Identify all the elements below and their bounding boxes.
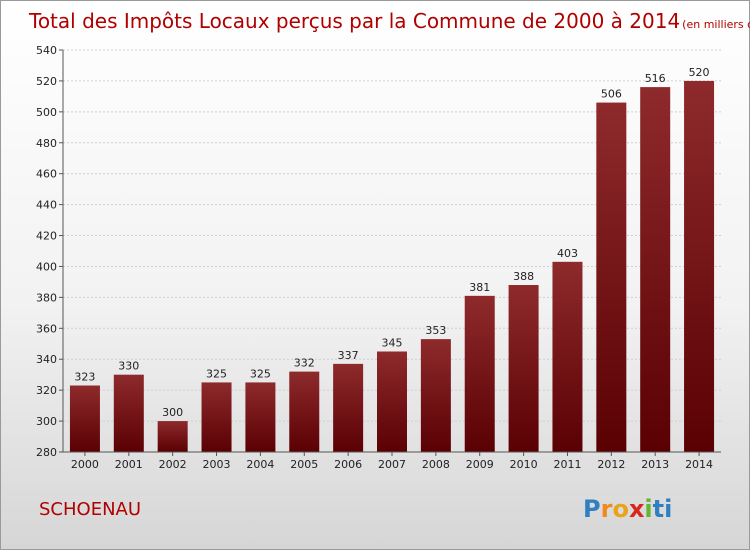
bar-value-label: 506 — [601, 88, 622, 101]
commune-name: SCHOENAU — [39, 499, 141, 520]
bar-value-label: 337 — [338, 349, 359, 362]
y-tick-label: 520 — [36, 75, 57, 88]
x-tick-label: 2007 — [378, 458, 406, 471]
x-tick-label: 2008 — [422, 458, 450, 471]
y-tick-label: 460 — [36, 168, 57, 181]
x-tick-label: 2005 — [290, 458, 318, 471]
y-tick-label: 480 — [36, 137, 57, 150]
x-tick-label: 2011 — [553, 458, 581, 471]
bar — [640, 87, 671, 452]
gridlines — [63, 49, 721, 453]
logo-letter: o — [612, 495, 629, 523]
bar-value-label: 516 — [645, 72, 666, 85]
bar-value-label: 403 — [557, 247, 578, 260]
x-tick-label: 2002 — [159, 458, 187, 471]
bar — [113, 374, 144, 452]
bar — [508, 285, 539, 452]
y-tick-label: 340 — [36, 353, 57, 366]
logo-letter: i — [664, 495, 672, 523]
x-tick-label: 2009 — [466, 458, 494, 471]
x-tick-label: 2003 — [203, 458, 231, 471]
bar-value-label: 381 — [469, 281, 490, 294]
bar — [201, 382, 232, 452]
bar-value-label: 323 — [74, 371, 95, 384]
bar-value-label: 520 — [689, 66, 710, 79]
proxiti-logo: Proxiti — [583, 495, 672, 523]
x-tick-label: 2000 — [71, 458, 99, 471]
y-tick-label: 360 — [36, 322, 57, 335]
bars: 323 330 300 325 325 332 337 345 353 381 388 403 506 5… — [69, 66, 715, 453]
x-axis: 2000 2001 2002 2003 2004 2005 2006 2007 2008 2009… — [63, 451, 721, 471]
logo-letter: x — [629, 495, 645, 523]
chart-title: Total des Impôts Locaux perçus par la Co… — [28, 9, 750, 33]
bar — [377, 351, 407, 452]
bar — [157, 421, 188, 452]
bar-value-label: 345 — [382, 337, 403, 350]
y-tick-label: 500 — [36, 106, 57, 119]
y-tick-label: 300 — [36, 415, 57, 428]
logo-letter: i — [644, 495, 652, 523]
x-tick-label: 2012 — [597, 458, 625, 471]
y-tick-label: 400 — [36, 260, 57, 273]
bar-value-label: 353 — [425, 324, 446, 337]
logo-letter: P — [583, 495, 601, 523]
y-tick-label: 320 — [36, 384, 57, 397]
x-tick-label: 2010 — [510, 458, 538, 471]
y-tick-label: 380 — [36, 291, 57, 304]
x-tick-label: 2001 — [115, 458, 143, 471]
bar — [596, 102, 627, 453]
y-axis: 280 300 320 340 360 380 400 420 440 460 480 500 520 5… — [36, 44, 64, 459]
y-tick-label: 420 — [36, 230, 57, 243]
y-tick-label: 540 — [36, 44, 57, 57]
logo-letter: t — [653, 495, 664, 523]
bar-value-label: 388 — [513, 270, 534, 283]
x-tick-label: 2013 — [641, 458, 669, 471]
bar-value-label: 325 — [250, 367, 271, 380]
bar-value-label: 325 — [206, 367, 227, 380]
bar-value-label: 300 — [162, 406, 183, 419]
x-tick-label: 2014 — [685, 458, 713, 471]
bar — [69, 385, 100, 452]
y-tick-label: 280 — [36, 446, 57, 459]
bar — [333, 363, 364, 452]
y-tick-label: 440 — [36, 199, 57, 212]
bar — [684, 80, 715, 452]
x-tick-label: 2006 — [334, 458, 362, 471]
bar — [289, 371, 320, 452]
bar-value-label: 332 — [294, 357, 315, 370]
bar — [464, 295, 495, 452]
logo-letter: r — [601, 495, 613, 523]
bar — [552, 261, 583, 452]
bar — [420, 339, 451, 452]
x-tick-label: 2004 — [246, 458, 274, 471]
bar-value-label: 330 — [118, 360, 139, 373]
bar — [245, 382, 276, 452]
